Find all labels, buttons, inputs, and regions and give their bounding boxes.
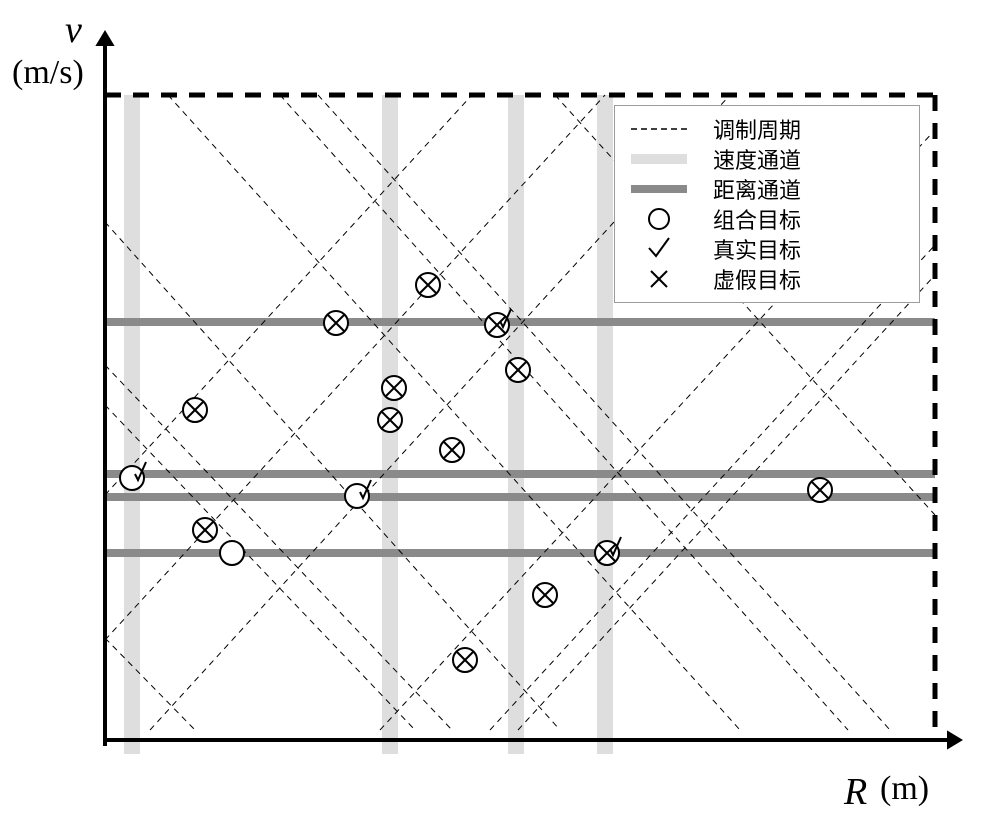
legend-label: 虚假目标 xyxy=(713,263,801,295)
y-axis-unit: (m/s) xyxy=(12,54,84,92)
legend-label: 速度通道 xyxy=(713,143,801,175)
target-marker xyxy=(440,438,464,462)
legend-label: 组合目标 xyxy=(713,203,801,235)
legend-label: 距离通道 xyxy=(713,173,801,205)
modulation-period-line xyxy=(105,405,415,730)
y-axis-label: v xyxy=(65,8,82,52)
target-marker xyxy=(183,398,207,422)
check-icon xyxy=(629,234,689,264)
target-marker xyxy=(378,408,402,432)
circle-icon xyxy=(120,466,144,490)
legend-label: 真实目标 xyxy=(713,233,801,265)
hbar-icon xyxy=(629,174,689,204)
target-marker xyxy=(808,478,832,502)
velocity-channel xyxy=(597,95,613,754)
target-marker xyxy=(120,462,146,490)
legend-item: 调制周期 xyxy=(629,114,905,144)
legend-item: 距离通道 xyxy=(629,174,905,204)
dash-icon xyxy=(629,114,689,144)
target-marker xyxy=(506,358,530,382)
velocity-channel xyxy=(508,95,524,754)
x-axis-label: R xyxy=(844,770,867,814)
circle-icon xyxy=(629,204,689,234)
legend-item: 组合目标 xyxy=(629,204,905,234)
legend-item: 真实目标 xyxy=(629,234,905,264)
target-marker xyxy=(220,541,244,565)
legend-item: 虚假目标 xyxy=(629,264,905,294)
cross-icon xyxy=(629,264,689,294)
modulation-period-line xyxy=(105,638,195,730)
target-marker xyxy=(345,480,371,508)
target-marker xyxy=(324,311,348,335)
arrowhead-icon xyxy=(95,30,114,46)
target-marker xyxy=(533,583,557,607)
modulation-period-line xyxy=(518,275,935,730)
circle-icon xyxy=(345,484,369,508)
arrowhead-icon xyxy=(947,730,963,749)
vbar-icon xyxy=(629,144,689,174)
modulation-period-line xyxy=(490,245,935,730)
diagram-container: v (m/s) R (m) 调制周期速度通道距离通道组合目标真实目标 虚假目标 xyxy=(0,0,1000,840)
legend-item: 速度通道 xyxy=(629,144,905,174)
legend-label: 调制周期 xyxy=(713,113,801,145)
target-marker xyxy=(453,648,477,672)
x-axis-unit: (m) xyxy=(880,770,929,808)
target-marker xyxy=(382,376,406,400)
velocity-channel xyxy=(124,95,140,754)
modulation-period-line xyxy=(105,95,472,495)
circle-icon xyxy=(220,541,244,565)
target-marker xyxy=(485,309,511,337)
target-marker xyxy=(416,273,440,297)
target-marker xyxy=(193,518,217,542)
legend: 调制周期速度通道距离通道组合目标真实目标 虚假目标 xyxy=(614,105,920,303)
